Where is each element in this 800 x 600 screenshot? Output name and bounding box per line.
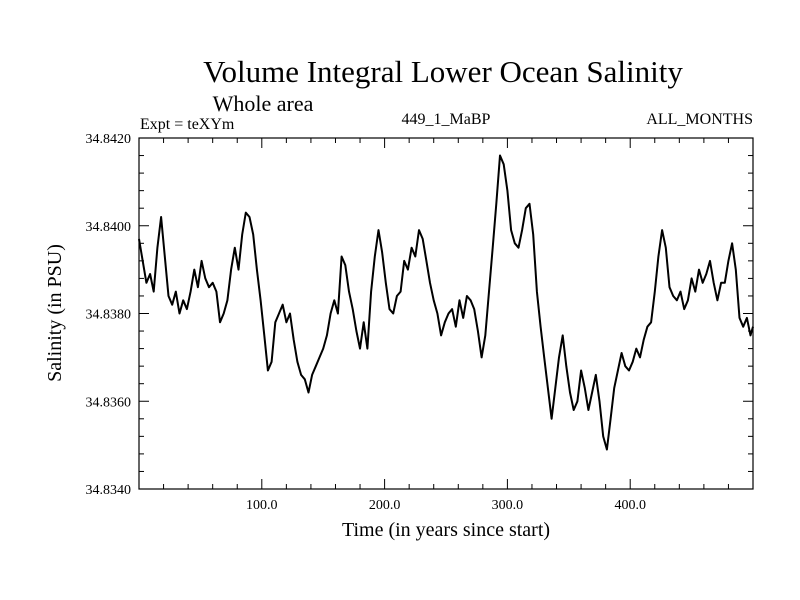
experiment-label: Expt = teXYm [140, 116, 235, 133]
y-tick-label: 34.8400 [86, 220, 132, 235]
x-tick-label: 200.0 [369, 498, 401, 513]
y-tick-label: 34.8420 [86, 132, 132, 147]
plot-area-frame [138, 137, 754, 490]
x-tick-label: 400.0 [614, 498, 646, 513]
x-tick-label: 100.0 [246, 498, 278, 513]
y-tick-label: 34.8360 [86, 395, 132, 410]
y-tick-label: 34.8380 [86, 308, 132, 323]
x-axis-label: Time (in years since start) [342, 519, 550, 541]
y-axis-label: Salinity (in PSU) [44, 244, 66, 382]
x-axis-ticks: 100.0 200.0 300.0 400.0 [163, 138, 729, 513]
chart-subtitle: Whole area [213, 91, 314, 116]
y-tick-label: 34.8340 [86, 483, 132, 498]
salinity-series-line [138, 154, 754, 451]
months-label: ALL_MONTHS [646, 111, 753, 128]
chart-title: Volume Integral Lower Ocean Salinity [203, 54, 683, 89]
run-id-label: 449_1_MaBP [402, 111, 491, 128]
x-tick-label: 300.0 [492, 498, 524, 513]
y-axis-ticks: 34.8340 34.8360 34.8380 34.8400 34.8420 [86, 132, 753, 498]
